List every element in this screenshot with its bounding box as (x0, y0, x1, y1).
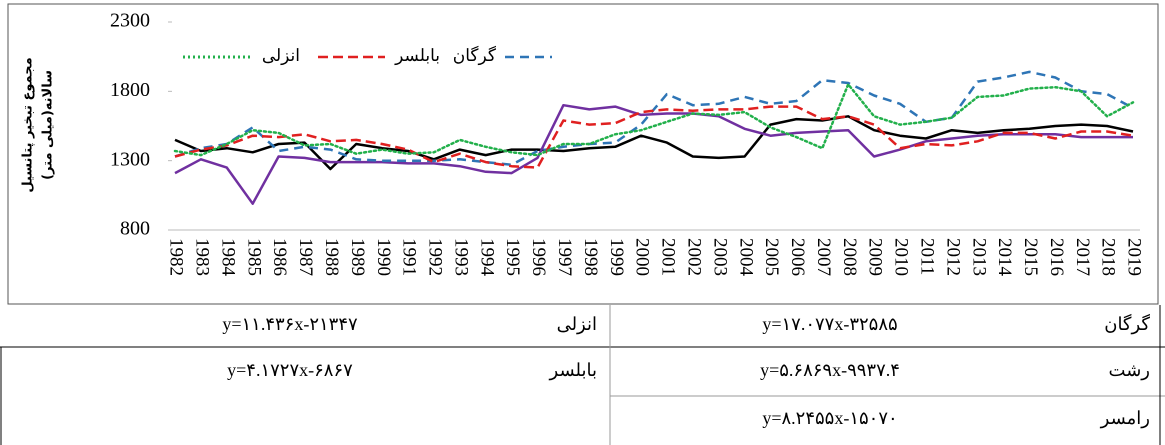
chart-frame (7, 3, 1159, 305)
y-tick-label: 1800 (110, 79, 150, 101)
legend-label: گرگان (453, 45, 497, 66)
station-cell: بابلسر (549, 360, 597, 381)
x-tick-label: 2014 (994, 238, 1015, 277)
x-tick-label: 1989 (347, 238, 368, 276)
equation-cell: y=۴.۱۷۲۷x-۶۸۶۷ (227, 360, 353, 380)
x-tick-label: 1996 (528, 238, 549, 276)
x-tick-label: 2010 (891, 238, 912, 276)
y-axis-title: سالانه(میلی متر) (41, 70, 56, 180)
x-tick-label: 2013 (968, 238, 989, 276)
x-tick-label: 2005 (761, 238, 782, 276)
x-tick-label: 2002 (683, 238, 704, 276)
equation-cell: y=۵.۶۸۶۹x-۹۹۳۷.۴ (760, 360, 900, 380)
x-tick-label: 2004 (735, 238, 756, 277)
series-line (174, 103, 1133, 205)
x-tick-label: 1987 (295, 238, 316, 276)
x-tick-label: 2003 (709, 238, 730, 276)
y-tick-label: 2300 (110, 10, 150, 32)
series-line (173, 83, 1135, 157)
x-tick-label: 1986 (269, 238, 290, 276)
x-tick-label: 1994 (476, 238, 497, 277)
series-line (174, 70, 1134, 167)
equation-cell: y=۸.۲۴۵۵x-۱۵۰۷۰ (762, 408, 897, 428)
x-tick-label: 2006 (787, 238, 808, 276)
station-cell: گرگان (1104, 313, 1150, 335)
equation-cell: y=۱۷.۰۷۷x-۳۲۵۸۵ (762, 314, 897, 334)
x-tick-label: 1984 (217, 238, 238, 277)
y-tick-label: 1300 (110, 148, 150, 170)
x-tick-label: 1997 (554, 238, 575, 276)
x-tick-label: 2019 (1124, 238, 1145, 276)
x-tick-label: 1992 (425, 238, 446, 276)
x-tick-label: 1998 (580, 238, 601, 276)
legend-label: انزلی (262, 46, 300, 66)
x-tick-label: 1990 (373, 238, 394, 276)
y-tick-label: 800 (120, 218, 150, 240)
x-tick-label: 1995 (502, 238, 523, 276)
x-tick-label: 1983 (192, 238, 213, 276)
series-line (174, 115, 1134, 171)
x-tick-label: 1991 (399, 238, 420, 276)
x-tick-label: 2012 (942, 238, 963, 276)
x-tick-label: 2000 (632, 238, 653, 276)
x-tick-label: 2007 (813, 238, 834, 276)
x-tick-label: 2018 (1098, 238, 1119, 276)
station-cell: رامسر (1100, 408, 1150, 429)
x-tick-label: 2015 (1020, 238, 1041, 276)
x-tick-label: 1985 (243, 238, 264, 276)
y-axis-title: مجموع تبخیر پتانسیل (21, 57, 36, 192)
x-tick-label: 1988 (321, 238, 342, 276)
x-tick-label: 1982 (166, 238, 187, 276)
equation-cell: y=۱۱.۴۳۶x-۲۱۳۴۷ (222, 314, 358, 334)
x-tick-label: 1999 (606, 238, 627, 276)
station-cell: انزلی (557, 314, 597, 335)
x-tick-label: 2001 (658, 238, 679, 276)
x-tick-label: 2008 (839, 238, 860, 276)
x-tick-label: 2016 (1046, 238, 1067, 276)
x-tick-label: 2011 (917, 238, 938, 275)
station-cell: رشت (1109, 360, 1150, 381)
x-tick-label: 1993 (450, 238, 471, 276)
x-tick-label: 2009 (865, 238, 886, 276)
legend-label: بابلسر (394, 46, 440, 66)
x-tick-label: 2017 (1072, 238, 1093, 276)
